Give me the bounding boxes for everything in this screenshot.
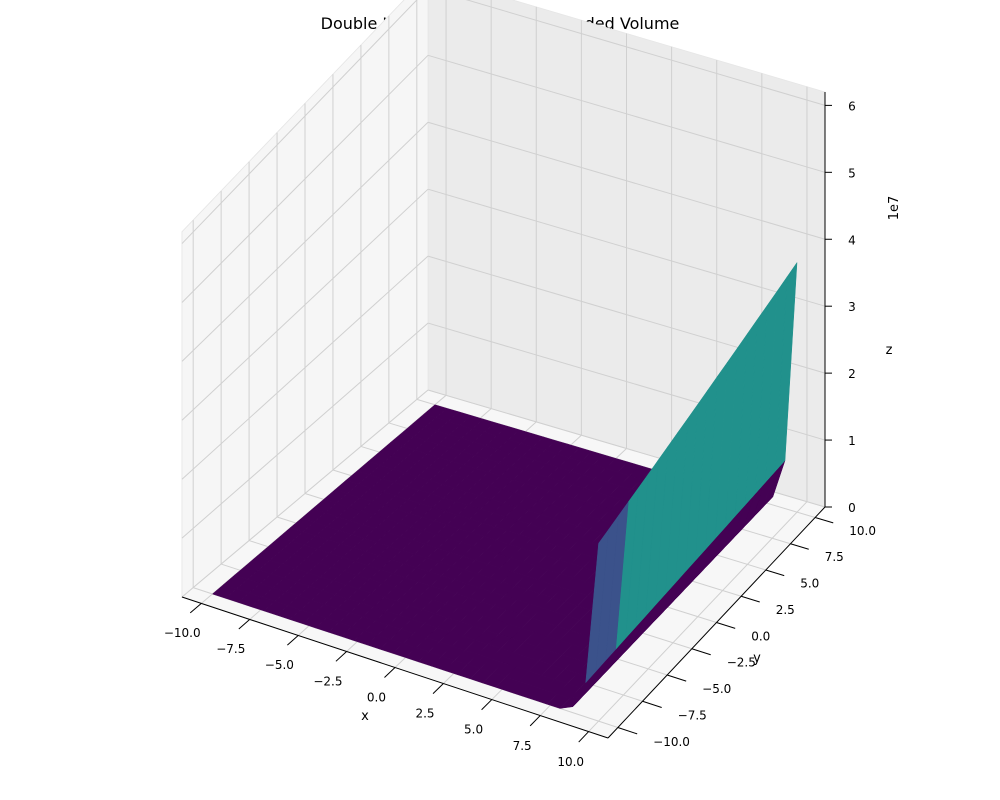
y-tick: [667, 674, 687, 682]
y-tick-label: 0.0: [751, 629, 770, 643]
y-tick: [790, 543, 809, 550]
z-tick-label: 6: [848, 99, 856, 113]
x-tick: [335, 651, 347, 662]
y-tick-label: 5.0: [800, 577, 819, 591]
x-tick: [189, 603, 202, 614]
z-tick-label: 0: [848, 501, 856, 515]
x-tick-label: −5.0: [265, 658, 294, 672]
y-tick: [691, 648, 711, 656]
x-tick: [529, 715, 541, 727]
y-tick-label: 7.5: [825, 550, 844, 564]
x-tick-label: 2.5: [415, 707, 434, 721]
x-axis-label: x: [361, 709, 369, 724]
y-tick: [716, 622, 736, 629]
x-tick: [578, 731, 589, 743]
x-tick-label: −7.5: [216, 642, 245, 656]
z-axis-label: z: [886, 343, 893, 358]
z-tick-label: 1: [848, 434, 856, 448]
z-offset-label: 1e7: [887, 196, 902, 221]
x-tick: [432, 683, 444, 694]
y-axis-label: y: [753, 651, 761, 666]
y-tick-label: −10.0: [653, 735, 690, 749]
z-tick-label: 2: [848, 367, 856, 381]
y-tick-label: 2.5: [776, 603, 795, 617]
z-tick-label: 4: [848, 233, 856, 247]
x-tick: [238, 619, 251, 630]
z-tick-label: 3: [848, 300, 856, 314]
y-tick-label: −2.5: [727, 656, 756, 670]
y-tick-label: −7.5: [678, 708, 707, 722]
y-tick: [617, 727, 638, 735]
y-tick: [642, 700, 662, 708]
x-tick-label: 10.0: [557, 755, 584, 769]
y-tick-label: 10.0: [849, 524, 876, 538]
surface-cell: [585, 528, 609, 684]
y-tick: [741, 595, 760, 603]
z-tick-label: 5: [848, 166, 856, 180]
y-tick: [765, 569, 785, 577]
y-tick: [814, 517, 834, 524]
x-tick-label: −10.0: [164, 626, 201, 640]
x-tick: [287, 635, 299, 646]
surface-mesh: [211, 261, 798, 709]
x-tick-label: 5.0: [464, 723, 483, 737]
y-tick-label: −5.0: [702, 682, 731, 696]
axes: −10.0−7.5−5.0−2.50.02.55.07.510.0−10.0−7…: [164, 92, 876, 769]
x-tick: [384, 667, 396, 678]
x-tick: [481, 699, 493, 711]
x-tick-label: 0.0: [367, 690, 386, 704]
x-tick-label: 7.5: [513, 739, 532, 753]
x-tick-label: −2.5: [313, 674, 342, 688]
